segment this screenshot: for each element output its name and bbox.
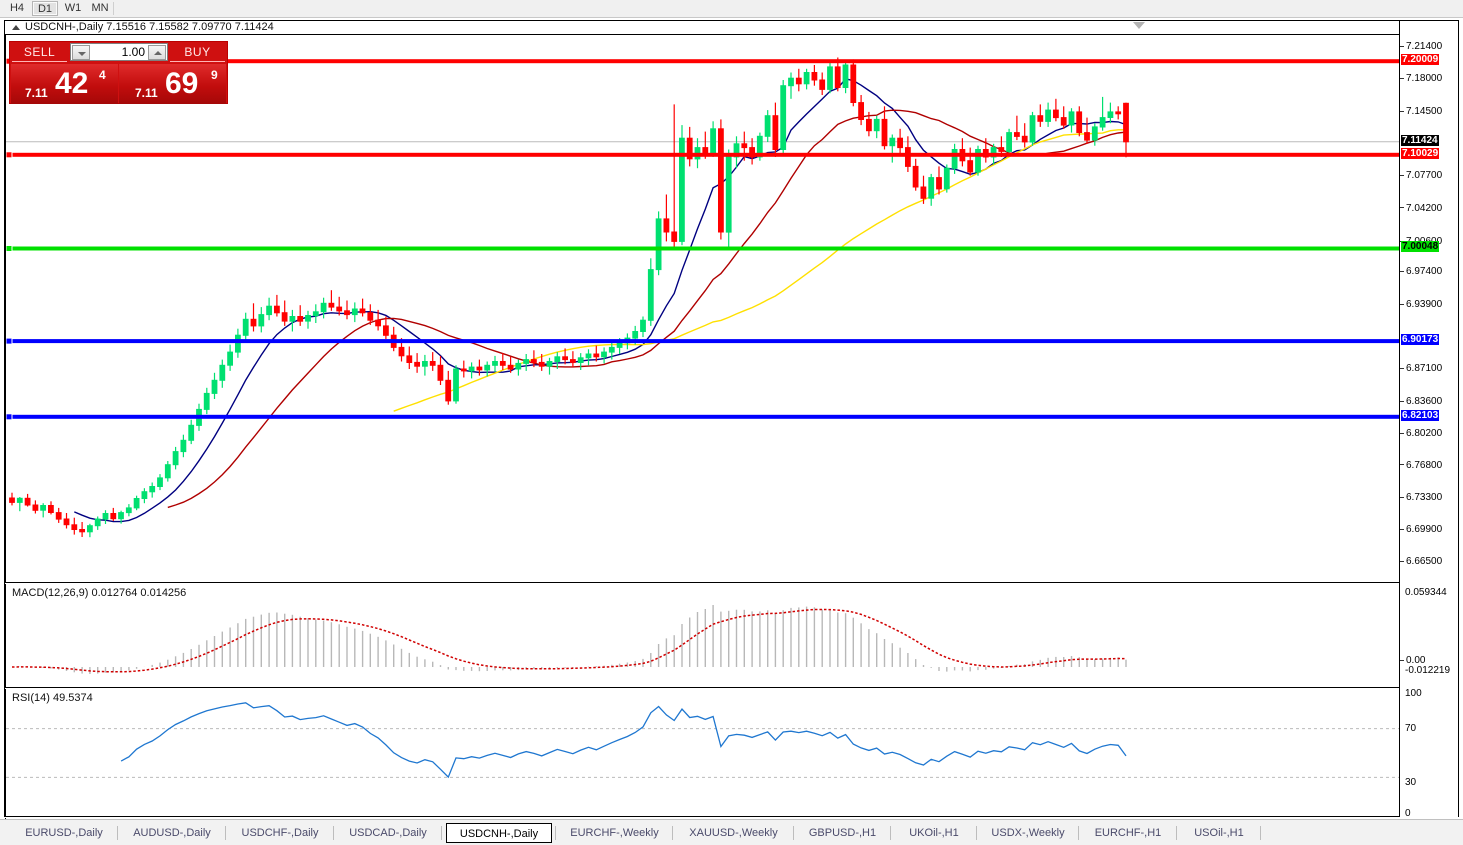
- tab-separator: [555, 826, 556, 840]
- oct-header-row: SELL 1.00 BUY: [9, 41, 228, 63]
- buy-price-fraction: 9: [211, 68, 218, 82]
- rsi-scale-label: 0: [1405, 808, 1411, 819]
- price-tick-label: 6.87100: [1400, 363, 1442, 374]
- tab-separator: [225, 826, 226, 840]
- chevron-down-icon: [78, 52, 86, 56]
- sell-price-main: 42: [55, 67, 89, 100]
- tab-separator: [672, 826, 673, 840]
- volume-decrease-button[interactable]: [72, 45, 90, 60]
- symbol-tab-eurchfweekly[interactable]: EURCHF-,Weekly: [570, 827, 659, 839]
- chart-window: USDCNH-,Daily 7.15516 7.15582 7.09770 7.…: [4, 20, 1459, 835]
- timeframe-button-w1[interactable]: W1: [64, 2, 82, 14]
- price-badge-6.82103[interactable]: 6.82103: [1401, 409, 1440, 421]
- timeframe-toolbar: H4 D1 W1 MN: [0, 0, 1463, 18]
- price-tick-label: 7.04200: [1400, 203, 1442, 214]
- buy-price-prefix: 7.11: [135, 86, 158, 100]
- sell-price-prefix: 7.11: [25, 86, 48, 100]
- price-tick-label: 6.93900: [1400, 299, 1442, 310]
- symbol-tab-audusddaily[interactable]: AUDUSD-,Daily: [133, 827, 211, 839]
- chart-title: USDCNH-,Daily 7.15516 7.15582 7.09770 7.…: [25, 21, 274, 33]
- timeframe-button-d1[interactable]: D1: [32, 1, 58, 16]
- symbol-tab-usdchfdaily[interactable]: USDCHF-,Daily: [241, 827, 319, 839]
- tab-separator: [333, 826, 334, 840]
- collapse-arrow-icon[interactable]: [1133, 22, 1145, 29]
- rsi-scale-label: 70: [1405, 723, 1417, 734]
- symbol-tab-usoilh1[interactable]: USOil-,H1: [1194, 827, 1244, 839]
- symbol-tab-usdcnhdaily[interactable]: USDCNH-,Daily: [446, 823, 552, 843]
- tab-separator: [1078, 826, 1079, 840]
- price-scale[interactable]: 7.214007.180007.145007.077007.042007.006…: [1399, 21, 1458, 819]
- price-badge-7.00048[interactable]: 7.00048: [1401, 241, 1440, 253]
- macd-label: MACD(12,26,9) 0.012764 0.014256: [12, 587, 187, 599]
- tab-separator: [441, 826, 442, 840]
- macd-chart-svg: [11, 605, 1127, 674]
- symbol-tab-usdcaddaily[interactable]: USDCAD-,Daily: [349, 827, 427, 839]
- macd-pane[interactable]: MACD(12,26,9) 0.012764 0.014256: [5, 584, 1399, 688]
- price-tick-label: 6.66500: [1400, 556, 1442, 567]
- price-tick-label: 7.07700: [1400, 170, 1442, 181]
- timeframe-button-mn[interactable]: MN: [91, 2, 109, 14]
- price-tick-label: 6.73300: [1400, 492, 1442, 503]
- price-tick-label: 7.14500: [1400, 106, 1442, 117]
- volume-increase-button[interactable]: [148, 45, 166, 60]
- buy-button[interactable]: 7.11 69 9: [119, 64, 226, 104]
- symbol-tab-xauusdweekly[interactable]: XAUUSD-,Weekly: [689, 827, 778, 839]
- timeframe-button-h4[interactable]: H4: [9, 2, 25, 14]
- macd-scale-label: -0.012219: [1405, 665, 1451, 676]
- restore-up-icon[interactable]: [12, 25, 20, 30]
- rsi-scale-label: 100: [1405, 688, 1422, 699]
- sell-price-fraction: 4: [99, 68, 106, 82]
- macd-scale-label: 0.00: [1400, 655, 1425, 666]
- rsi-pane[interactable]: RSI(14) 49.5374: [5, 689, 1399, 817]
- one-click-trading-panel[interactable]: SELL 1.00 BUY 7.11 42 4 7.11 69 9: [9, 41, 228, 104]
- symbol-tab-gbpusdh1[interactable]: GBPUSD-,H1: [808, 827, 877, 839]
- buy-price-main: 69: [165, 67, 199, 100]
- tab-separator: [890, 826, 891, 840]
- symbol-tab-eurchfh1[interactable]: EURCHF-,H1: [1094, 827, 1162, 839]
- price-tick-label: 6.97400: [1400, 266, 1442, 277]
- symbol-tab-ukoilh1[interactable]: UKOil-,H1: [909, 827, 959, 839]
- price-badge-6.90173[interactable]: 6.90173: [1401, 334, 1440, 346]
- rsi-label: RSI(14) 49.5374: [12, 692, 93, 704]
- macd-scale-label: 0.059344: [1405, 587, 1447, 598]
- chart-titlebar: USDCNH-,Daily 7.15516 7.15582 7.09770 7.…: [5, 21, 1458, 34]
- symbol-tab-usdxweekly[interactable]: USDX-,Weekly: [991, 827, 1065, 839]
- symbol-tab-eurusddaily[interactable]: EURUSD-,Daily: [25, 827, 103, 839]
- price-pane[interactable]: [5, 34, 1399, 583]
- toolbar-separator: [113, 2, 114, 15]
- price-tick-label: 7.21400: [1400, 41, 1442, 52]
- price-tick-label: 6.80200: [1400, 428, 1442, 439]
- tab-separator: [1260, 826, 1261, 840]
- sell-button[interactable]: 7.11 42 4: [11, 64, 118, 104]
- tab-separator: [793, 826, 794, 840]
- tab-separator: [976, 826, 977, 840]
- price-tick-label: 6.83600: [1400, 396, 1442, 407]
- sell-label: SELL: [12, 43, 67, 62]
- tab-separator: [1176, 826, 1177, 840]
- rsi-chart-svg: [6, 702, 1399, 779]
- buy-label: BUY: [170, 43, 225, 62]
- price-tick-label: 6.76800: [1400, 460, 1442, 471]
- price-tick-label: 7.18000: [1400, 73, 1442, 84]
- tab-separator: [117, 826, 118, 840]
- price-chart-svg: [6, 57, 1399, 538]
- symbol-tab-bar: EURUSD-,Daily AUDUSD-,Daily USDCHF-,Daily U…: [0, 819, 1463, 845]
- chevron-up-icon: [154, 51, 162, 55]
- volume-value[interactable]: 1.00: [121, 45, 145, 59]
- price-tick-label: 6.69900: [1400, 524, 1442, 535]
- volume-stepper[interactable]: 1.00: [70, 43, 168, 61]
- price-badge-7.20009[interactable]: 7.20009: [1401, 54, 1440, 66]
- price-badge-7.11424[interactable]: 7.11424: [1401, 134, 1439, 146]
- price-badge-7.10029[interactable]: 7.10029: [1401, 147, 1440, 159]
- rsi-scale-label: 30: [1405, 777, 1417, 788]
